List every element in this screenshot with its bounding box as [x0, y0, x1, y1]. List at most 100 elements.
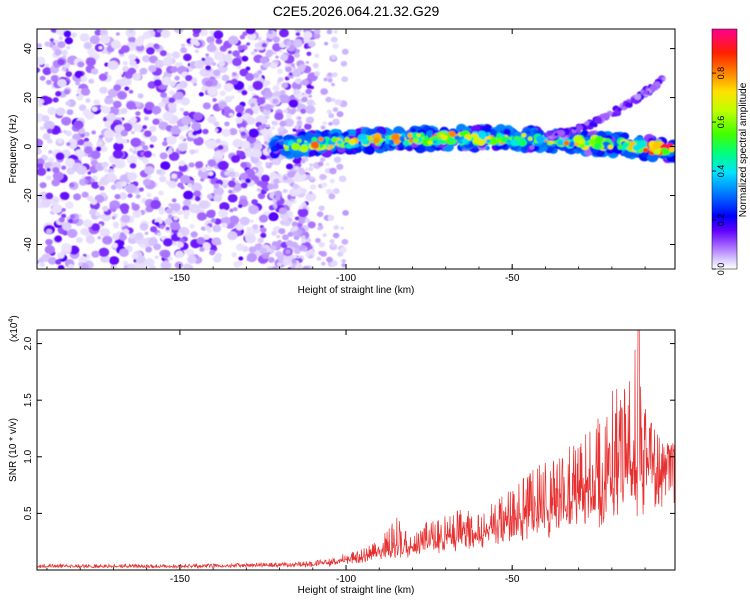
heatmap-cell: [129, 232, 136, 239]
heatmap-cell: [278, 176, 284, 181]
heatmap-cell: [239, 216, 250, 226]
heatmap-cell: [268, 161, 274, 166]
heatmap-cell: [588, 138, 596, 145]
snr-axes: -150 -100 -50 0.5 1.0 1.5 2.0: [23, 330, 675, 585]
heatmap-cell: [213, 187, 224, 197]
heatmap-cell: [144, 165, 155, 175]
heatmap-cell: [104, 96, 114, 105]
heatmap-cell: [341, 259, 347, 264]
heatmap-cell: [344, 137, 350, 142]
heatmap-cell: [554, 132, 559, 137]
heatmap-cell: [106, 112, 116, 122]
heatmap-cell: [271, 230, 277, 236]
heatmap-cell: [120, 45, 130, 53]
heatmap-cell: [305, 192, 317, 202]
heatmap-cell: [180, 47, 188, 54]
heatmap-cell: [328, 113, 335, 119]
heatmap-cell: [141, 55, 151, 63]
heatmap-cell: [318, 136, 324, 142]
heatmap-cell: [190, 231, 198, 238]
heatmap-cell: [348, 129, 356, 136]
heatmap-cell: [171, 173, 178, 179]
heatmap-cell: [281, 82, 289, 89]
heatmap-cell: [305, 105, 316, 114]
heatmap-cell: [214, 128, 219, 133]
heatmap-cell: [257, 192, 266, 200]
heatmap-cell: [584, 121, 590, 126]
heatmap-cell: [642, 147, 649, 153]
heatmap-cell: [101, 105, 111, 114]
heatmap-cell: [194, 49, 199, 54]
heatmap-cell: [156, 29, 163, 33]
heatmap-cell: [126, 154, 138, 165]
heatmap-cell: [77, 138, 85, 146]
heatmap-cell: [166, 135, 177, 145]
heatmap-cell: [654, 81, 661, 87]
heatmap-cell: [57, 58, 65, 66]
heatmap-cell: [270, 126, 275, 130]
heatmap-cell: [340, 60, 348, 67]
heatmap-cell: [290, 198, 294, 202]
heatmap-cell: [39, 182, 47, 189]
heatmap-cell: [66, 46, 71, 50]
heatmap-cell: [213, 69, 221, 76]
heatmap-cell: [308, 245, 313, 250]
heatmap-cell: [279, 120, 287, 127]
heatmap-cell: [168, 90, 175, 96]
heatmap-cell: [66, 109, 74, 116]
heatmap-cell: [261, 42, 267, 48]
heatmap-cell: [448, 137, 454, 142]
heatmap-cell: [96, 141, 103, 147]
snr-y-axis-label: SNR (10 * v/v): [8, 418, 19, 482]
heatmap-cell: [279, 140, 285, 145]
heatmap-cell: [120, 232, 125, 237]
snr-background: [37, 330, 675, 570]
heatmap-cell: [353, 143, 359, 148]
heatmap-cell: [145, 246, 153, 253]
heatmap-cell: [259, 227, 267, 234]
heatmap-cell: [373, 137, 381, 144]
heatmap-cell: [61, 165, 67, 170]
heatmap-cell: [111, 164, 117, 168]
heatmap-cell: [196, 237, 206, 245]
heatmap-cell: [410, 127, 416, 133]
heatmap-cell: [57, 41, 66, 49]
heatmap-cell: [212, 224, 222, 233]
heatmap-cell: [329, 239, 335, 244]
heatmap-cell: [594, 116, 603, 124]
heatmap-cell: [89, 35, 100, 45]
heatmap-cell: [106, 173, 117, 183]
heatmap-cell: [224, 170, 231, 176]
heatmap-cell: [329, 167, 337, 175]
heatmap-cell: [129, 29, 134, 34]
heatmap-cell: [283, 219, 291, 227]
heatmap-cell: [268, 30, 273, 35]
heatmap-cell: [285, 66, 292, 73]
snr-scale-close: ): [9, 315, 20, 318]
heatmap-cell: [80, 87, 91, 96]
heatmap-cell: [277, 239, 282, 244]
heatmap-cell: [239, 126, 245, 132]
heatmap-cell: [621, 106, 627, 111]
heatmap-cell: [179, 135, 186, 141]
heatmap-cell: [174, 91, 184, 100]
heatmap-cell: [211, 237, 222, 246]
heatmap-cell: [218, 101, 227, 109]
heatmap-cell: [132, 149, 138, 155]
heatmap-cell: [273, 178, 280, 184]
heatmap-cell: [322, 233, 327, 237]
heatmap-cell: [185, 74, 193, 82]
heatmap-cell: [146, 46, 155, 55]
heatmap-cell: [308, 254, 314, 259]
heatmap-cell: [196, 212, 207, 221]
heatmap-cell: [54, 235, 63, 243]
heatmap-cell: [111, 216, 116, 220]
heatmap-cell: [261, 252, 270, 260]
heatmap-cell: [177, 142, 188, 152]
colorbar-tick-label: 0.2: [716, 214, 726, 227]
heatmap-cell: [232, 138, 243, 148]
heatmap-cell: [150, 199, 162, 210]
heatmap-cell: [67, 263, 75, 269]
heatmap-cell: [227, 193, 238, 203]
heatmap-cell: [45, 79, 52, 85]
